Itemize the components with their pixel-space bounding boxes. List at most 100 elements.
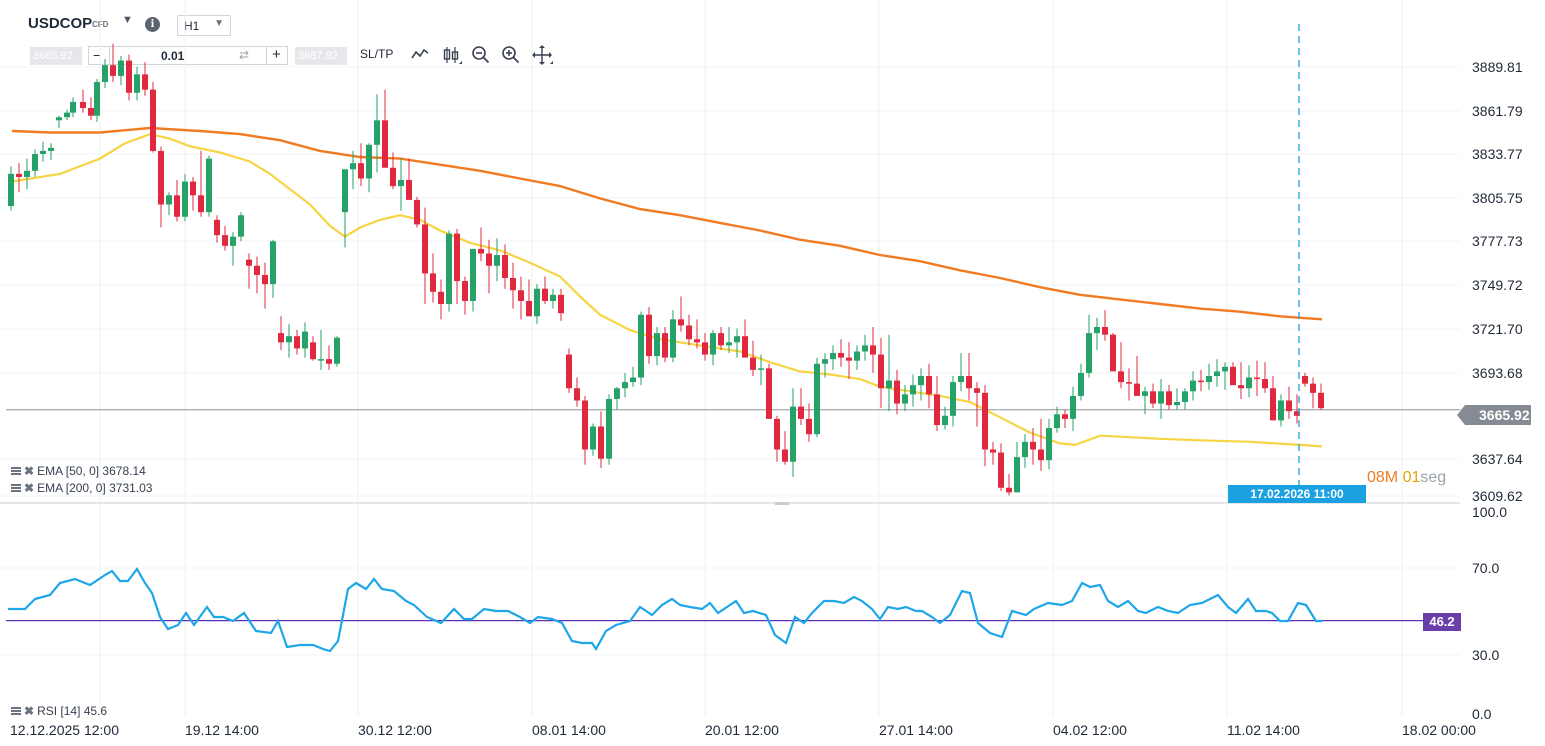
settings-list-icon[interactable] — [11, 467, 21, 476]
candle-body — [24, 170, 30, 177]
move-icon[interactable] — [531, 44, 553, 66]
lot-increase-button[interactable]: + — [272, 46, 281, 63]
buy-price-button[interactable]: 3687.92 — [295, 47, 347, 65]
candle-body — [190, 181, 196, 196]
candle — [686, 314, 692, 346]
candle — [80, 89, 86, 113]
sltp-button[interactable]: SL/TP — [360, 47, 394, 61]
candle-body — [1046, 428, 1052, 461]
candle-body — [550, 294, 556, 301]
countdown-seconds-unit: seg — [1420, 469, 1447, 486]
zoom-out-icon[interactable] — [470, 44, 492, 66]
candle — [1006, 473, 1012, 496]
candle — [24, 158, 30, 190]
chevron-down-icon: ▼ — [214, 18, 224, 29]
settings-list-icon[interactable] — [11, 484, 21, 493]
candle — [366, 143, 372, 193]
candle-body — [974, 388, 980, 393]
candle — [214, 215, 220, 243]
price-tick: 3721.70 — [1472, 321, 1523, 337]
candle — [94, 78, 100, 122]
close-icon[interactable]: ✖ — [24, 481, 35, 495]
swap-icon[interactable]: ⇄ — [239, 48, 250, 62]
candle — [326, 345, 332, 370]
lot-size-field[interactable]: − 0.01 ⇄ + — [88, 46, 288, 65]
sell-price-button[interactable]: 3665.92 — [30, 47, 82, 65]
rsi-current-value: 46.2 — [1423, 613, 1461, 631]
countdown-seconds: 01 — [1402, 469, 1421, 486]
candle-body — [1086, 333, 1092, 373]
candle — [870, 326, 876, 373]
candle — [190, 176, 196, 211]
candle — [638, 311, 644, 386]
info-icon[interactable]: i — [145, 17, 160, 32]
candle-body — [64, 112, 70, 118]
candle — [1118, 342, 1124, 389]
candle — [1046, 418, 1052, 470]
candle — [886, 334, 892, 412]
candle — [678, 296, 684, 332]
candles-icon[interactable] — [440, 44, 462, 66]
line-chart-icon[interactable] — [409, 44, 431, 66]
candle — [158, 146, 164, 228]
candle-body — [318, 359, 324, 361]
candle — [382, 89, 388, 168]
candle-body — [1318, 392, 1324, 409]
candle-body — [526, 300, 532, 317]
ema50-legend[interactable]: ✖ EMA [50, 0] 3678.14 — [11, 464, 146, 478]
rsi-legend[interactable]: ✖ RSI [14] 45.6 — [11, 704, 107, 718]
timeframe-value: H1 — [184, 19, 200, 33]
rsi-tick: 70.0 — [1472, 560, 1500, 576]
candle-body — [838, 353, 844, 358]
candle — [622, 372, 628, 398]
candle-body — [902, 394, 908, 404]
candle-body — [1158, 391, 1164, 404]
candle-body — [958, 375, 964, 383]
candle-body — [1206, 375, 1212, 383]
zoom-in-icon[interactable] — [500, 44, 522, 66]
countdown-minutes: 08 — [1367, 469, 1385, 486]
candle-body — [1230, 366, 1236, 386]
candle — [670, 310, 676, 363]
candle — [566, 348, 572, 393]
candle — [1214, 359, 1220, 387]
candle — [958, 353, 964, 392]
candle — [342, 169, 348, 248]
settings-list-icon[interactable] — [11, 707, 21, 716]
candle — [534, 284, 540, 324]
candle — [64, 109, 70, 121]
candle — [1022, 434, 1028, 468]
current-price-label: 3665.92 — [1457, 405, 1531, 425]
candle-body — [478, 248, 484, 254]
candle-body — [766, 368, 772, 419]
symbol-dropdown-icon[interactable]: ▼ — [122, 14, 133, 26]
candle — [902, 385, 908, 412]
candle — [878, 337, 884, 409]
ema200-legend[interactable]: ✖ EMA [200, 0] 3731.03 — [11, 481, 152, 495]
symbol-name[interactable]: USDCOP — [28, 15, 93, 32]
candle-body — [630, 377, 636, 383]
candle-body — [1302, 375, 1308, 384]
time-tick: 19.12 14:00 — [185, 722, 259, 738]
candle — [526, 279, 532, 317]
candle-body — [670, 319, 676, 358]
close-icon[interactable]: ✖ — [24, 704, 35, 718]
candle-body — [358, 163, 364, 179]
candle — [1030, 428, 1036, 465]
candle — [486, 239, 492, 294]
candle — [1102, 310, 1108, 341]
candle — [8, 166, 14, 211]
time-tick: 30.12 12:00 — [358, 722, 432, 738]
price-tick: 3749.72 — [1472, 277, 1523, 293]
candle — [470, 248, 476, 312]
lot-decrease-button[interactable]: − — [93, 47, 102, 63]
candle-body — [462, 281, 468, 301]
candle — [102, 59, 108, 89]
close-icon[interactable]: ✖ — [24, 464, 35, 478]
candle-body — [710, 333, 716, 355]
candle — [982, 385, 988, 467]
candle — [598, 411, 604, 468]
timeframe-select[interactable]: H1 ▼ — [177, 15, 231, 36]
candle — [438, 279, 444, 320]
